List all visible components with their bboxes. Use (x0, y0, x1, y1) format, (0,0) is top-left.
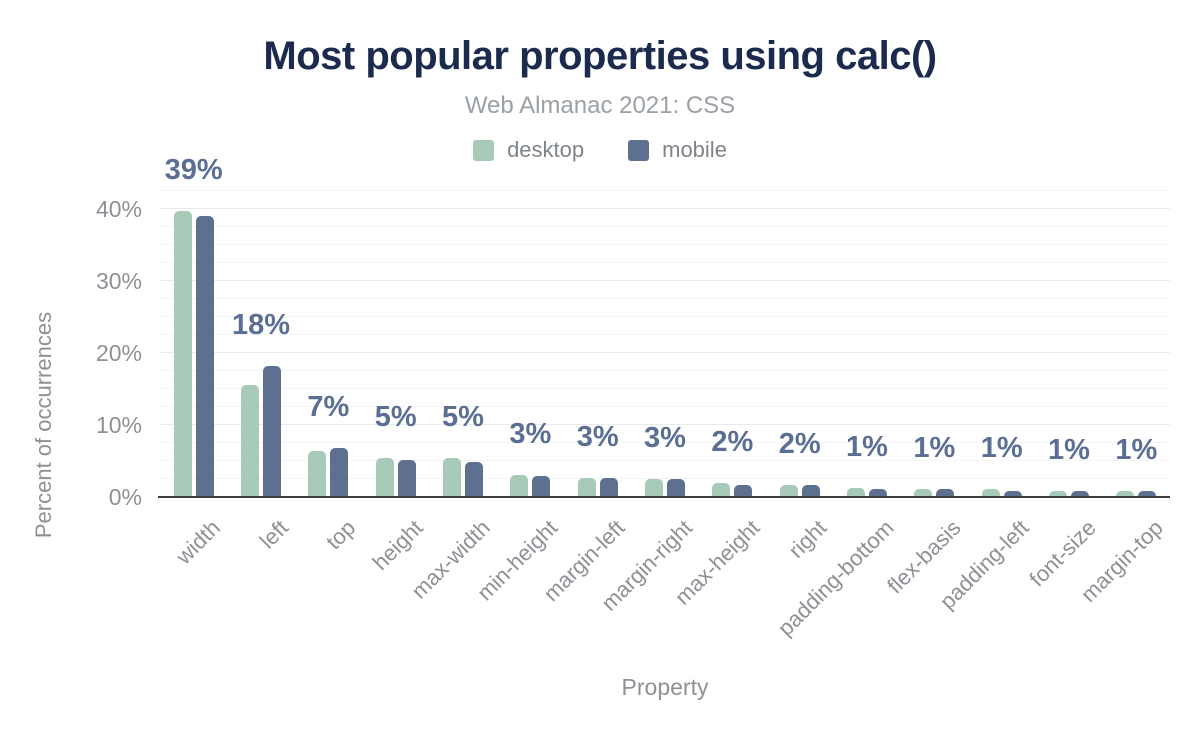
bar-desktop-flex-basis[interactable] (914, 489, 933, 497)
gridline-minor-17.5 (160, 369, 1170, 371)
bar-mobile-font-size[interactable] (1071, 490, 1089, 497)
gridline-minor-32.5 (160, 261, 1170, 263)
plot-area: 39% 18% 7% 5% 5% 3% 3% 3% 2% 2% 1% 1% 1% 1% 1% (160, 154, 1170, 497)
gridline-minor-2.5 (160, 477, 1170, 479)
gridline-minor-42.5 (160, 189, 1170, 191)
data-label-margin-right: 3% (644, 421, 686, 454)
bar-mobile-width[interactable] (195, 215, 214, 497)
gridline-minor-25 (160, 315, 1170, 317)
bar-desktop-padding-bottom[interactable] (847, 487, 865, 497)
data-label-height: 5% (374, 401, 417, 434)
x-tick-width: width (171, 515, 226, 569)
bar-mobile-height[interactable] (397, 460, 416, 497)
gridline-minor-5 (160, 459, 1170, 461)
data-label-flex-basis: 1% (913, 432, 956, 465)
gridline-minor-22.5 (160, 333, 1170, 335)
gridline-minor-7.5 (160, 441, 1170, 443)
legend: desktop mobile (0, 137, 1200, 163)
gridline-minor-37.5 (160, 225, 1170, 227)
bar-mobile-left[interactable] (263, 365, 281, 497)
data-label-width: 39% (164, 153, 223, 186)
legend-label-mobile: mobile (662, 137, 727, 162)
bar-desktop-max-width[interactable] (443, 458, 461, 497)
y-tick-0%: 0% (108, 484, 142, 510)
gridline-minor-27.5 (160, 297, 1170, 299)
chart-title: Most popular properties using calc() (263, 34, 937, 78)
gridline-major-40 (160, 207, 1170, 209)
bar-desktop-font-size[interactable] (1049, 490, 1067, 497)
desktop-swatch-icon (473, 139, 495, 161)
gridline-minor-35 (160, 243, 1170, 245)
x-tick-height: height (367, 515, 428, 576)
gridline-major-10 (160, 423, 1170, 425)
bar-desktop-top[interactable] (308, 450, 327, 497)
bar-mobile-padding-bottom[interactable] (869, 489, 887, 497)
bar-mobile-margin-left[interactable] (599, 477, 618, 497)
x-tick-left: left (254, 515, 293, 554)
bar-desktop-margin-left[interactable] (577, 477, 596, 497)
bar-mobile-max-width[interactable] (465, 461, 483, 497)
bar-mobile-flex-basis[interactable] (936, 489, 955, 497)
x-tick-right: right (783, 515, 832, 563)
x-tick-padding-bottom: padding-bottom (772, 515, 899, 641)
data-label-min-height: 3% (509, 418, 552, 451)
bar-desktop-right[interactable] (779, 484, 798, 497)
data-label-margin-top: 1% (1115, 434, 1158, 467)
data-label-top: 7% (307, 390, 350, 423)
bar-desktop-margin-right[interactable] (645, 478, 663, 497)
x-tick-top: top (320, 515, 361, 555)
gridline-minor-15 (160, 387, 1170, 389)
gridline-major-20 (160, 351, 1170, 353)
data-label-margin-left: 3% (576, 420, 619, 453)
bar-desktop-width[interactable] (173, 210, 192, 497)
data-label-max-height: 2% (711, 426, 754, 459)
y-tick-20%: 20% (95, 339, 142, 366)
data-label-padding-bottom: 1% (846, 430, 888, 463)
bar-mobile-margin-right[interactable] (667, 478, 685, 497)
bar-mobile-padding-left[interactable] (1003, 490, 1022, 497)
bar-desktop-max-height[interactable] (712, 483, 731, 497)
bar-desktop-min-height[interactable] (510, 475, 529, 497)
bar-mobile-margin-top[interactable] (1138, 491, 1157, 497)
y-axis-ticks: 0% 10% 20% 30% 40% (0, 187, 148, 510)
x-axis-title: Property (621, 674, 709, 700)
bar-mobile-top[interactable] (330, 447, 349, 497)
data-label-max-width: 5% (442, 401, 484, 434)
bar-desktop-margin-top[interactable] (1116, 491, 1135, 497)
y-tick-10%: 10% (95, 411, 142, 438)
data-label-padding-left: 1% (980, 432, 1023, 465)
bar-mobile-max-height[interactable] (734, 484, 753, 497)
x-axis-line (158, 496, 1170, 498)
gridline-major-30 (160, 279, 1170, 281)
bar-desktop-padding-left[interactable] (981, 489, 1000, 497)
bar-mobile-min-height[interactable] (532, 476, 551, 497)
data-label-left: 18% (231, 308, 291, 341)
data-label-font-size: 1% (1048, 433, 1090, 466)
bar-desktop-height[interactable] (375, 458, 394, 497)
gridline-minor-12.5 (160, 405, 1170, 407)
legend-item-desktop[interactable]: desktop (473, 137, 584, 163)
bar-desktop-left[interactable] (241, 385, 259, 497)
legend-label-desktop: desktop (507, 137, 585, 162)
legend-item-mobile[interactable]: mobile (628, 137, 727, 163)
chart-subtitle: Web Almanac 2021: CSS (464, 92, 736, 119)
y-tick-40%: 40% (95, 195, 142, 222)
x-axis-ticks: width left top height max-width min-height mar… (160, 505, 1170, 665)
y-tick-30%: 30% (95, 267, 142, 294)
mobile-swatch-icon (628, 139, 650, 161)
data-label-right: 2% (778, 427, 821, 460)
bar-mobile-right[interactable] (801, 485, 820, 497)
